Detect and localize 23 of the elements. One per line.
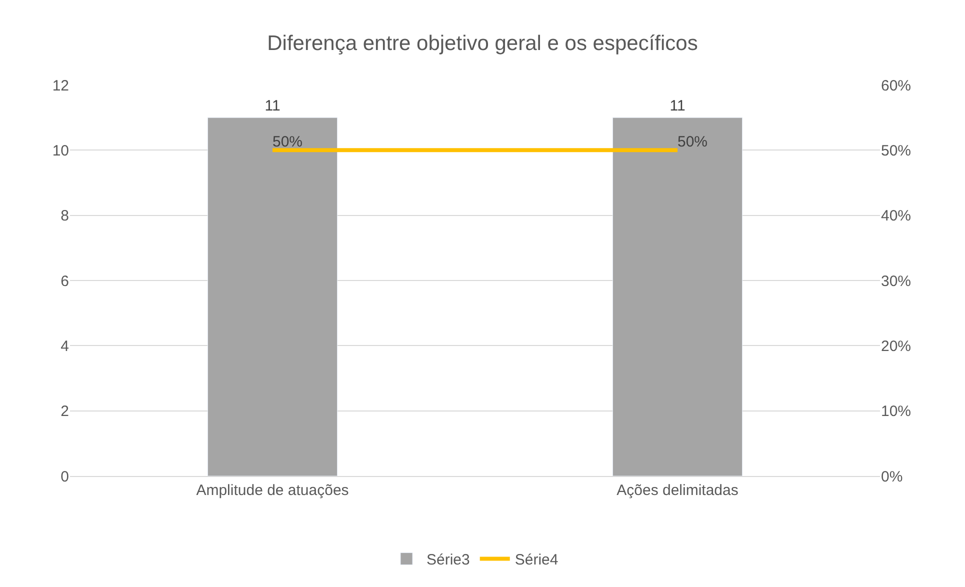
y2-tick-label: 0% [881,468,903,486]
data-label: 50% [678,133,708,150]
y-tick-label: 4 [60,338,69,355]
y-tick-label: 0 [60,468,69,486]
y-tick-label: 6 [60,272,69,290]
y2-tick-label: 30% [881,272,912,290]
y-tick-label: 12 [52,77,69,94]
y2-tick-label: 10% [881,403,912,420]
y2-tick-label: 20% [881,338,912,355]
y2-tick-label: 60% [881,77,912,94]
data-label: 11 [670,98,686,115]
y2-tick-label: 40% [881,208,912,225]
y-tick-label: 8 [60,208,69,225]
data-label: 11 [264,98,280,115]
legend-label: Série4 [514,552,558,569]
y2-tick-label: 50% [881,142,912,160]
y-tick-label: 10 [52,142,69,160]
data-label: 50% [272,133,303,150]
chart-title: Diferença entre objetivo geral e os específicos [267,32,698,55]
x-tick-label: Amplitude de atuações [196,482,349,499]
x-tick-label: Ações delimitadas [616,482,738,499]
legend-label: Série3 [426,552,470,569]
y-tick-label: 2 [60,403,69,420]
